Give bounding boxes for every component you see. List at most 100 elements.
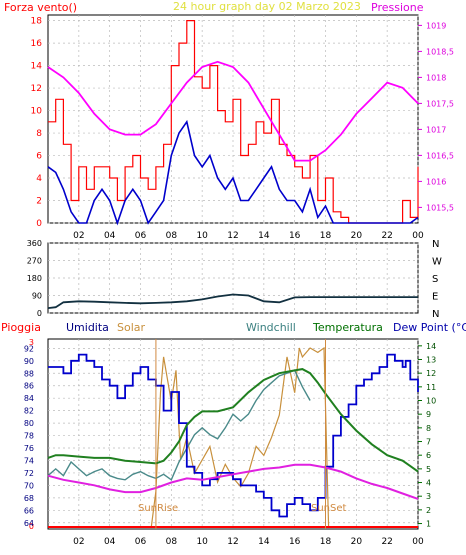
humidity-tick-label: 0 [29,522,34,531]
series-line-windchill [47,369,311,481]
temperature-tick-label: 5 [426,465,431,474]
series-line-temperatura [47,368,419,473]
temperature-tick-label: 2 [426,506,431,515]
x-tick-label: 04 [104,231,116,241]
direction-tick-label: 0 [37,309,42,318]
humidity-tick-label: 74 [24,456,34,465]
pressure-tick-label: 1017 [426,125,446,134]
pressure-tick-label: 1017,5 [426,99,454,108]
temperature-tick-label: 6 [426,451,431,460]
pressure-tick-label: 1015,5 [426,203,454,212]
wind-tick-label: 12 [31,84,42,94]
humidity-tick-label: 64 [24,519,34,528]
temperature-tick-label: 4 [426,479,431,488]
x-tick-label: 18 [320,537,332,547]
windchill-label: Windchill [246,321,296,334]
x-tick-label: 08 [166,537,178,547]
compass-tick-label: E [432,292,438,303]
humidity-tick-label: 88 [24,369,34,378]
compass-tick-label: S [432,274,438,285]
wind-tick-label: 4 [36,174,42,184]
wind-tick-label: 18 [31,17,43,27]
humidity-label: Umidita [66,321,109,334]
humidity-tick-label: 92 [24,344,34,353]
sunset-label: SunSet [311,503,347,514]
sunrise-label: SunRise [138,503,178,514]
humidity-tick-label: 86 [24,382,34,391]
wind-direction-grid [48,242,419,314]
temperature-tick-label: 12 [426,369,436,378]
x-tick-label: 20 [351,231,363,241]
wind-direction-axes: 360 N 270 W 180 S 90 E 0 N [27,239,442,320]
temperature-tick-label: 3 [426,492,431,501]
direction-tick-label: 180 [27,274,42,283]
temperature-tick-label: 14 [426,342,436,351]
wind-axis-label: Forza vento() [4,1,77,14]
x-tick-label: 10 [196,231,208,241]
x-tick-label: 16 [289,537,301,547]
humidity-tick-label: 82 [24,407,34,416]
humidity-tick-label: 66 [24,506,34,515]
wind-tick-label: 10 [31,107,43,117]
series-line-pressure [47,60,419,162]
x-tick-label: 18 [320,231,332,241]
compass-tick-label: W [432,257,442,268]
wind-tick-label: 0 [36,219,42,229]
temperature-tick-label: 13 [426,356,436,365]
series-line-dew-point [47,463,419,500]
x-tick-label: 14 [258,231,270,241]
x-tick-label: 04 [104,537,116,547]
pressure-tick-label: 1018 [426,73,446,82]
compass-tick-label: N [432,239,439,250]
direction-tick-label: 90 [32,292,42,301]
temperature-tick-label: 10 [426,397,436,406]
x-tick-label: 02 [73,231,84,241]
x-tick-label: 22 [381,537,392,547]
x-tick-label: 16 [289,231,301,241]
series-line-gust [48,20,419,224]
x-tick-label: 00 [412,231,424,241]
series-line-umidita [48,353,419,518]
wind-tick-label: 6 [36,152,42,162]
temperature-tick-label: 8 [426,424,431,433]
humidity-tick-label: 80 [24,419,34,428]
pressure-tick-label: 1018,5 [426,47,454,56]
direction-tick-label: 360 [27,239,42,248]
temperature-tick-label: 7 [426,438,431,447]
x-tick-label: 12 [227,537,238,547]
direction-tick-label: 270 [27,257,42,266]
humidity-tick-label: 90 [24,357,34,366]
wind-pressure-series [47,20,419,226]
temperature-tick-label: 11 [426,383,436,392]
humidity-tick-label: 78 [24,432,34,441]
humidity-tick-label: 70 [24,481,34,490]
wind-pressure-axes: 02 04 06 08 10 12 14 16 18 20 22 000246810121416181… [31,17,454,241]
temperature-axes: 0646668707274767880828486889092312345678… [24,338,436,547]
pressure-axis-label: Pressione [371,1,424,14]
humidity-tick-label: 84 [24,394,34,403]
solar-label: Solar [117,321,146,334]
x-tick-label: 06 [135,537,147,547]
temperature-tick-label: 9 [426,410,431,419]
humidity-tick-label: 72 [24,469,34,478]
x-tick-label: 00 [412,537,424,547]
x-tick-label: 20 [351,537,363,547]
chart-title: 24 hour graph day 02 Marzo 2023 [173,0,361,13]
temperature-label: Temperatura [312,321,383,334]
temperature-tick-label: 1 [426,520,431,529]
rain-label: Pioggia [1,321,41,334]
pressure-tick-label: 1019 [426,21,446,30]
x-tick-label: 10 [196,537,208,547]
humidity-tick-label: 3 [29,338,34,347]
dew-point-label: Dew Point (°C) [393,321,466,334]
series-line-direction [47,293,418,309]
series-line-wind [47,119,419,226]
series-line-solar [48,346,418,528]
wind-tick-label: 8 [36,129,42,139]
pressure-tick-label: 1016 [426,177,446,186]
pressure-tick-label: 1016,5 [426,151,454,160]
wind-tick-label: 16 [31,39,43,49]
temperature-series [47,339,419,529]
x-tick-label: 22 [381,231,392,241]
